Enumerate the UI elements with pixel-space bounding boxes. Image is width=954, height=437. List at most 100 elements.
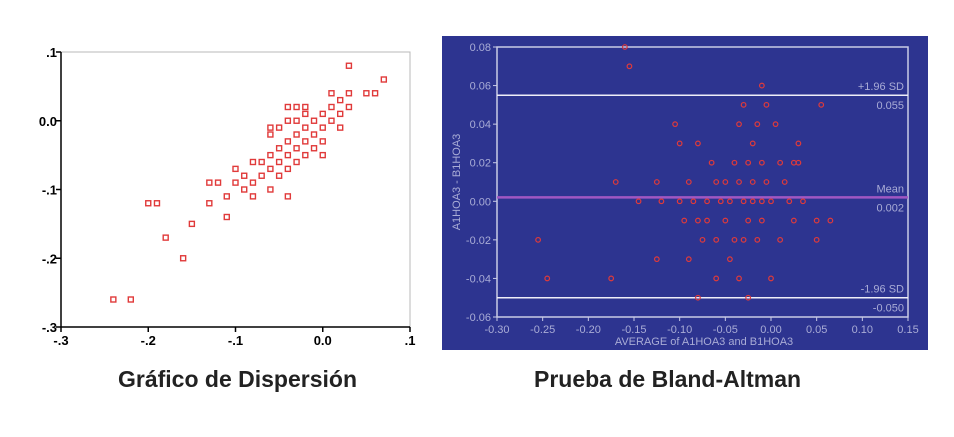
- ba-point: [745, 159, 752, 166]
- ba-point: [544, 275, 551, 282]
- scatter-point: [284, 138, 292, 145]
- ba-point: [795, 140, 802, 147]
- ba-point: [749, 198, 756, 205]
- scatter-point: [328, 90, 335, 97]
- ba-mean-value: 0.002: [876, 202, 904, 214]
- ba-point: [745, 294, 752, 301]
- ba-point: [621, 44, 628, 50]
- scatter-point: [179, 255, 187, 262]
- ba-point: [727, 198, 733, 205]
- scatter-point: [162, 234, 169, 241]
- ba-point: [685, 179, 692, 185]
- ba-upper-value: 0.055: [876, 100, 904, 112]
- ba-point: [758, 159, 765, 166]
- scatter-point: [319, 138, 326, 145]
- ba-point: [790, 217, 797, 224]
- ba-point: [754, 236, 761, 243]
- scatter-point: [249, 179, 257, 186]
- scatter-x-tick-label: .1: [405, 333, 416, 348]
- ba-y-tick-label: -0.06: [466, 312, 491, 324]
- ba-point: [749, 179, 756, 185]
- scatter-point: [293, 131, 300, 138]
- ba-point: [727, 256, 733, 263]
- scatter-point: [345, 62, 353, 69]
- ba-point: [704, 217, 710, 224]
- scatter-point: [284, 165, 292, 173]
- scatter-point: [188, 220, 196, 228]
- ba-point: [777, 236, 784, 243]
- ba-point: [763, 179, 770, 185]
- ba-point: [626, 63, 633, 70]
- scatter-y-tick-label: -.3: [42, 320, 57, 335]
- ba-point: [704, 198, 710, 205]
- scatter-point: [345, 90, 353, 97]
- ba-point: [612, 179, 619, 185]
- scatter-y-tick-label: -.1: [42, 183, 57, 198]
- ba-point: [827, 217, 834, 224]
- scatter-point: [214, 179, 222, 186]
- scatter-point: [275, 145, 283, 152]
- ba-point: [731, 236, 738, 243]
- scatter-point: [275, 124, 283, 131]
- scatter-point: [232, 165, 239, 173]
- ba-point: [690, 198, 697, 205]
- scatter-point: [293, 103, 300, 111]
- scatter-y-tick-label: 0.0: [39, 114, 57, 129]
- ba-point: [708, 159, 715, 166]
- ba-y-tick-label: 0.06: [470, 81, 491, 93]
- ba-x-tick-label: 0.15: [897, 324, 918, 336]
- scatter-point: [267, 165, 274, 173]
- ba-point: [800, 198, 806, 205]
- ba-y-tick-label: -0.02: [466, 235, 491, 247]
- ba-point: [608, 275, 615, 282]
- scatter-y-tick-label: -.2: [42, 251, 57, 266]
- scatter-x-tick-label: 0.0: [314, 333, 332, 348]
- scatter-point: [275, 158, 283, 166]
- scatter-point: [337, 110, 344, 118]
- ba-point: [772, 121, 779, 128]
- scatter-point: [258, 158, 265, 166]
- ba-lower-value: -0.050: [873, 303, 904, 315]
- ba-point: [713, 275, 720, 282]
- ba-y-tick-label: -0.04: [466, 273, 491, 285]
- scatter-point: [284, 117, 292, 124]
- scatter-point: [293, 158, 300, 166]
- scatter-point: [337, 96, 344, 104]
- ba-point: [658, 198, 665, 205]
- scatter-point: [293, 117, 300, 124]
- scatter-point: [241, 172, 248, 179]
- scatter-point: [319, 110, 326, 118]
- ba-x-tick-label: 0.10: [852, 324, 873, 336]
- ba-y-tick-label: 0.08: [470, 42, 491, 54]
- bland-altman-caption: Prueba de Bland-Altman: [534, 366, 802, 392]
- scatter-point: [345, 103, 353, 111]
- scatter-point: [319, 151, 326, 159]
- scatter-point: [232, 179, 239, 186]
- ba-point: [758, 82, 765, 89]
- scatter-point: [310, 117, 318, 124]
- scatter-point: [284, 151, 292, 159]
- scatter-chart: -.3 -.2 -.1 0.0 .1 .1 0.0 -.1 -.2 -.3: [39, 45, 416, 348]
- ba-x-tick-label: 0.05: [806, 324, 827, 336]
- scatter-point: [206, 179, 213, 186]
- scatter-point: [110, 296, 117, 303]
- scatter-x-tick-label: -.2: [141, 333, 156, 348]
- scatter-point: [145, 200, 152, 207]
- scatter-plot-area: [60, 51, 411, 328]
- scatter-point: [153, 200, 161, 207]
- ba-reference-lines: +1.96 SD 0.055 Mean 0.002 -1.96 SD -0.050: [497, 81, 908, 315]
- ba-point: [786, 198, 793, 205]
- scatter-point: [267, 124, 274, 131]
- ba-point: [635, 198, 642, 205]
- ba-point: [699, 236, 706, 243]
- ba-point: [653, 179, 660, 185]
- ba-point: [713, 236, 720, 243]
- ba-lower-label: -1.96 SD: [861, 284, 904, 296]
- scatter-point: [284, 193, 292, 200]
- bland-altman-frame: [496, 46, 909, 318]
- scatter-point: [380, 76, 388, 83]
- ba-point: [722, 217, 729, 224]
- scatter-point: [302, 110, 309, 118]
- ba-point: [695, 294, 701, 301]
- ba-point: [685, 256, 692, 263]
